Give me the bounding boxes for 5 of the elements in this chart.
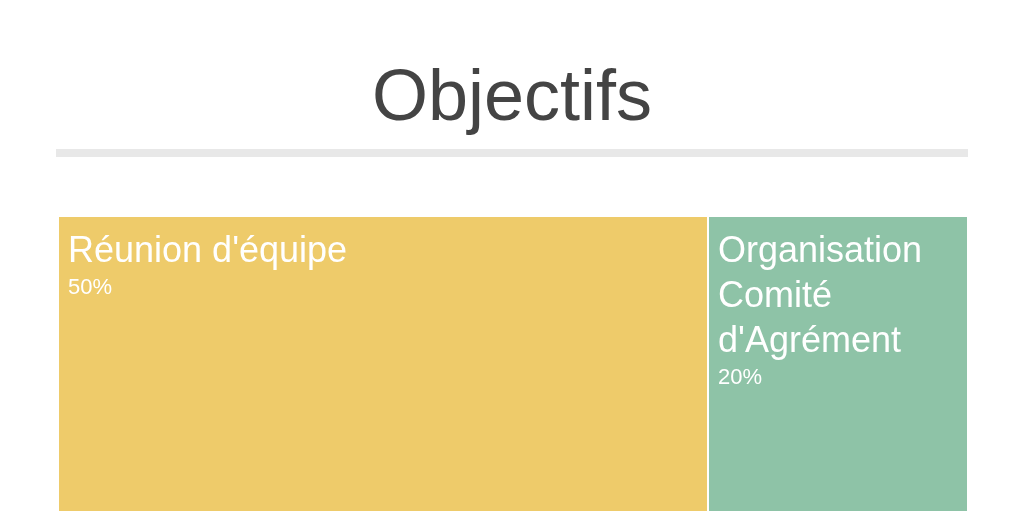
data-label: 20% (718, 364, 763, 389)
text: Objectifs (371, 55, 653, 135)
category-label: Organisation Comité d'Agrément (718, 229, 923, 360)
category-label: Réunion d'équipe (68, 229, 348, 270)
data-label: 50% (68, 274, 113, 299)
